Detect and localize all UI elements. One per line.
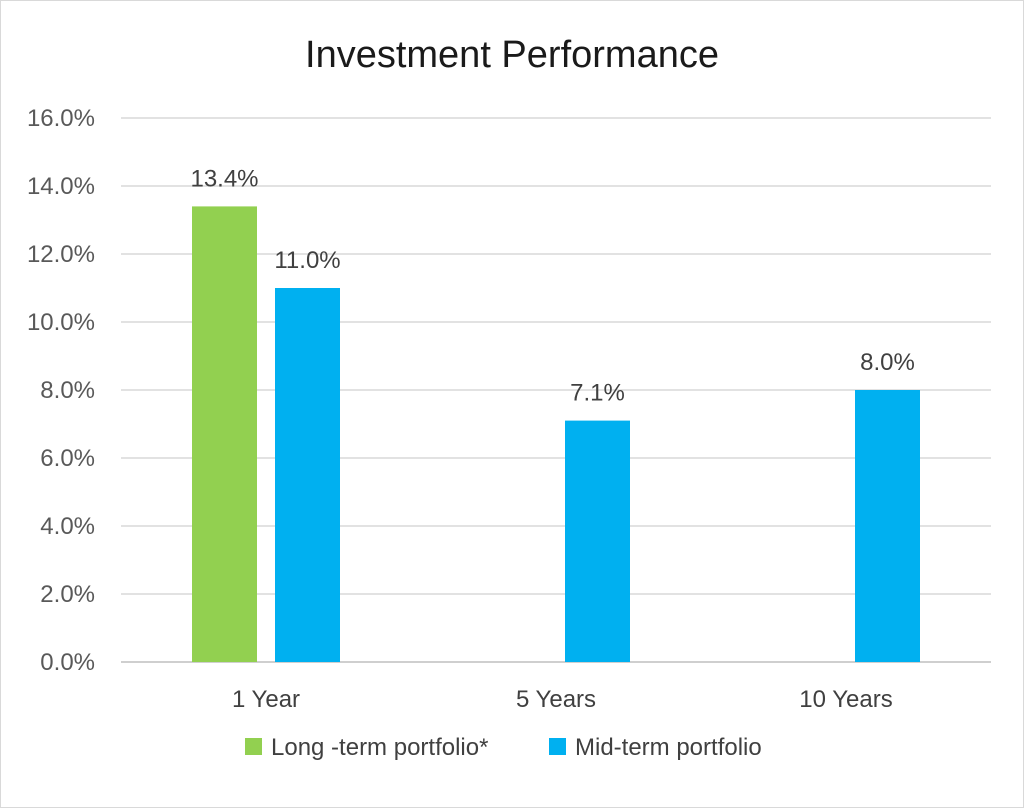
legend-swatch: [549, 738, 566, 755]
y-tick-label: 0.0%: [40, 649, 95, 676]
y-tick-label: 14.0%: [27, 173, 95, 200]
y-tick-label: 4.0%: [40, 513, 95, 540]
legend-swatch: [245, 738, 262, 755]
bar: [192, 206, 257, 662]
bar: [275, 288, 340, 662]
legend-label: Long -term portfolio*: [271, 734, 488, 761]
data-label: 8.0%: [860, 349, 915, 376]
legend: Long -term portfolio* Mid-term portfolio: [245, 734, 762, 761]
y-tick-label: 6.0%: [40, 445, 95, 472]
data-label: 11.0%: [274, 247, 340, 274]
y-axis-ticks: 0.0% 2.0% 4.0% 6.0% 8.0% 10.0% 12.0% 14.0% 16.0%: [27, 105, 95, 676]
y-tick-label: 16.0%: [27, 105, 95, 132]
bars: [192, 206, 920, 662]
data-labels: 13.4% 11.0% 7.1% 8.0%: [190, 165, 914, 406]
category-label: 10 Years: [799, 686, 892, 713]
bar: [565, 420, 630, 662]
x-axis-categories: 1 Year 5 Years 10 Years: [232, 686, 893, 713]
legend-label: Mid-term portfolio: [575, 734, 762, 761]
data-label: 7.1%: [570, 380, 625, 407]
data-label: 13.4%: [190, 165, 258, 192]
category-label: 5 Years: [516, 686, 596, 713]
y-tick-label: 2.0%: [40, 581, 95, 608]
category-label: 1 Year: [232, 686, 300, 713]
bar: [855, 390, 920, 662]
y-tick-label: 8.0%: [40, 377, 95, 404]
y-tick-label: 10.0%: [27, 309, 95, 336]
chart-title: Investment Performance: [305, 34, 719, 76]
y-tick-label: 12.0%: [27, 241, 95, 268]
gridlines: [121, 117, 991, 663]
